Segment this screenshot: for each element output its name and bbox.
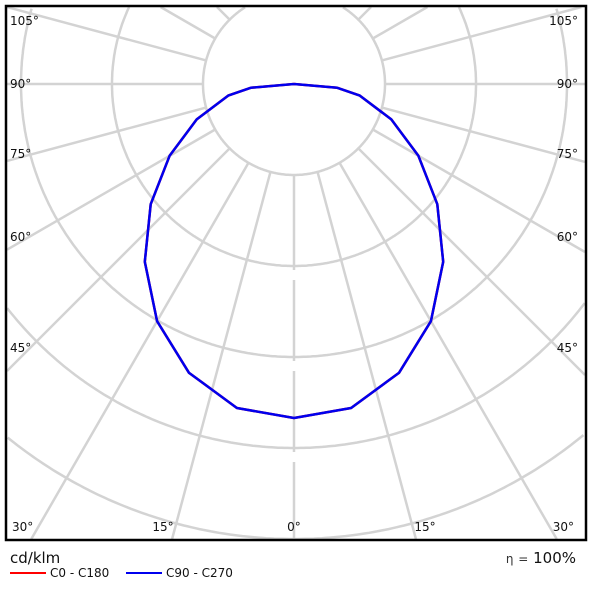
efficiency-label: η = 100% (506, 549, 576, 567)
grid-spoke (6, 147, 231, 372)
grid-ring (6, 302, 586, 450)
angle-labels: 0° 15° 15° 30° 30° 45° 45° 60° 60° 75° 75° 90° 90° 10… (10, 14, 578, 534)
label-15-right: 15° (414, 520, 435, 534)
grid-ring (6, 434, 585, 541)
equals-sign: = (518, 552, 529, 566)
unit-label: cd/klm (10, 549, 61, 567)
grid-spoke (6, 128, 216, 251)
grid-spoke (381, 5, 582, 62)
curves (143, 82, 445, 420)
legend-item-c90-c270: C90 - C270 (126, 566, 233, 580)
grid-spoke (357, 6, 372, 21)
legend-swatch-blue (126, 572, 162, 574)
legend-item-c0-c180: C0 - C180 (10, 566, 109, 580)
label-60-right: 60° (557, 230, 578, 244)
grid-spoke (372, 5, 428, 40)
grid-spoke (372, 128, 586, 254)
ring-value-gap (286, 452, 302, 462)
grid-spoke (6, 106, 207, 163)
label-30-left: 30° (12, 520, 33, 534)
legend-swatch-red (10, 572, 46, 574)
eta-symbol: η (505, 552, 514, 566)
legend-label: C0 - C180 (50, 566, 110, 580)
grid-ring (201, 6, 387, 177)
grid-ring (110, 6, 478, 268)
grid-spoke (216, 6, 231, 21)
label-15-left: 15° (152, 520, 173, 534)
grid-spoke (30, 162, 250, 540)
label-75-left: 75° (10, 147, 31, 161)
grid-spoke (316, 171, 418, 540)
grid-spoke (381, 106, 586, 164)
ring-value-gap (286, 361, 302, 371)
grid (6, 5, 586, 541)
legend-label: C90 - C270 (166, 566, 233, 580)
label-90-right: 90° (557, 77, 578, 91)
label-60-left: 60° (10, 230, 31, 244)
ring-value-gap (286, 270, 302, 280)
curve-c90-c270 (143, 82, 445, 420)
grid-spoke (357, 147, 586, 376)
grid-ring (19, 8, 569, 359)
chart-frame (4, 4, 588, 542)
grid-spoke (160, 5, 216, 40)
label-30-right: 30° (553, 520, 574, 534)
label-75-right: 75° (557, 147, 578, 161)
efficiency-value: 100% (533, 549, 576, 567)
label-105-left: 105° (10, 14, 39, 28)
label-105-right: 105° (549, 14, 578, 28)
label-0: 0° (287, 520, 301, 534)
grid-spoke (6, 5, 207, 62)
grid-spoke (338, 162, 558, 540)
label-45-right: 45° (557, 341, 578, 355)
label-45-left: 45° (10, 341, 31, 355)
grid-spoke (170, 171, 272, 540)
label-90-left: 90° (10, 77, 31, 91)
